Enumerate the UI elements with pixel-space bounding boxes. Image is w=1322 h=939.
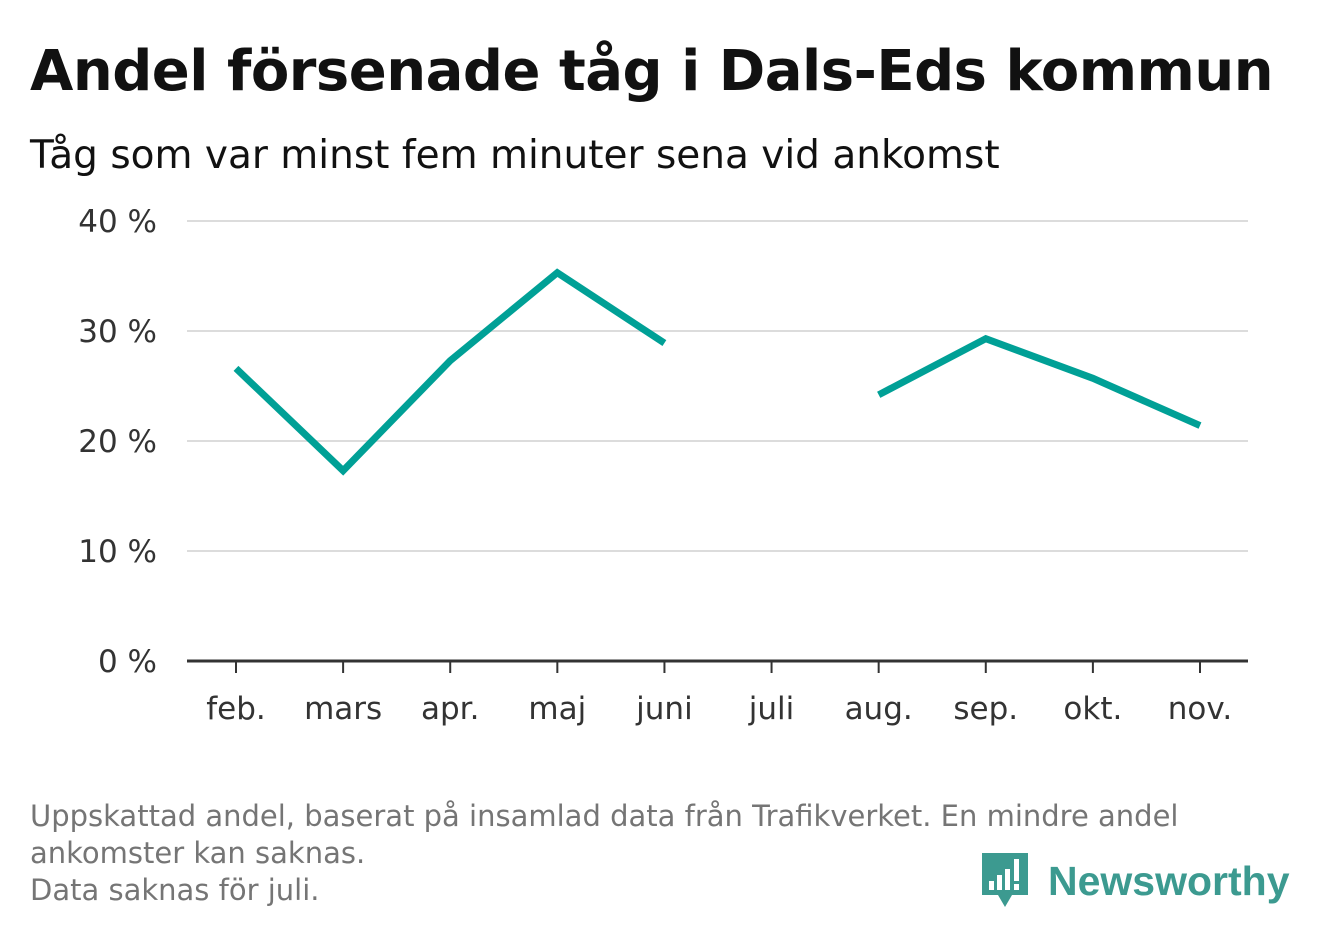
chart-title: Andel försenade tåg i Dals-Eds kommun <box>30 39 1274 104</box>
grid-lines <box>187 220 1248 552</box>
y-tick-label: 10 % <box>78 534 157 570</box>
footnote: Uppskattad andel, baserat på insamlad da… <box>30 798 1280 909</box>
y-axis-ticks: 0 % 10 % 20 % 30 % 40 % <box>78 204 157 680</box>
x-tick-label: apr. <box>421 691 479 727</box>
newsworthy-bar-chart-speech-bubble-icon <box>982 853 1028 907</box>
x-tick-label: okt. <box>1063 691 1122 727</box>
x-tick-label: aug. <box>845 691 913 727</box>
x-tick-label: nov. <box>1168 691 1232 727</box>
x-tick-label: sep. <box>953 691 1018 727</box>
series-lines <box>233 268 1202 476</box>
x-tick-label: juli <box>748 691 795 727</box>
newsworthy-logo-text: Newsworthy <box>1048 857 1290 904</box>
x-tick-label: mars <box>304 691 382 727</box>
newsworthy-logo: Newsworthy <box>980 850 1290 912</box>
footnote-line-3: Data saknas för juli. <box>30 873 320 907</box>
x-tick-label: juni <box>635 691 693 727</box>
series-line-segment <box>233 268 667 476</box>
footnote-line-2: ankomster kan saknas. <box>30 836 366 870</box>
series-line-segment <box>877 334 1202 429</box>
chart-subtitle: Tåg som var minst fem minuter sena vid a… <box>30 133 1000 178</box>
x-axis-ticks: feb. mars apr. maj juni juli aug. sep. okt. nov. <box>206 661 1232 727</box>
x-tick-label: feb. <box>206 691 266 727</box>
y-tick-label: 30 % <box>78 314 157 350</box>
y-tick-label: 40 % <box>78 204 157 240</box>
y-tick-label: 0 % <box>98 644 157 680</box>
y-tick-label: 20 % <box>78 424 157 460</box>
x-tick-label: maj <box>528 691 586 727</box>
footnote-line-1: Uppskattad andel, baserat på insamlad da… <box>30 799 1179 833</box>
